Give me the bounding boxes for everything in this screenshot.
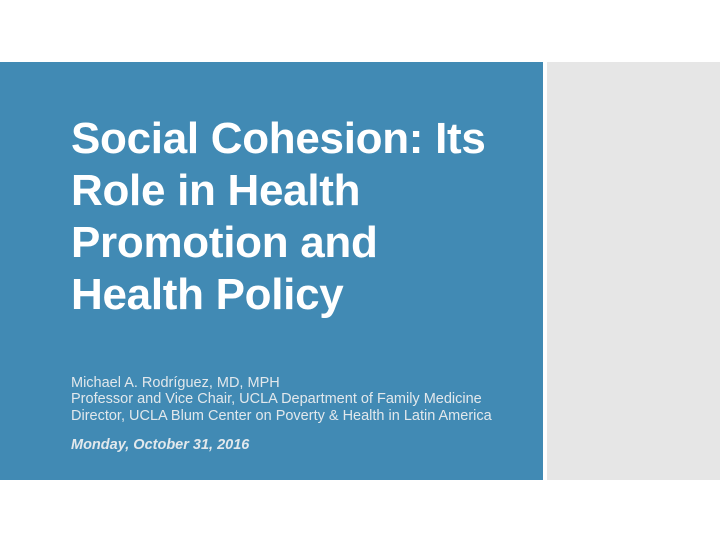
accent-panel bbox=[547, 62, 720, 480]
title-line-3: Promotion and bbox=[71, 218, 378, 267]
title-line-2: Role in Health bbox=[71, 166, 361, 215]
title-line-1: Social Cohesion: Its bbox=[71, 114, 486, 163]
title-panel: Social Cohesion: Its Role in Health Prom… bbox=[0, 62, 543, 480]
slide-title: Social Cohesion: Its Role in Health Prom… bbox=[71, 113, 521, 321]
title-line-4: Health Policy bbox=[71, 270, 344, 319]
presenter-role: Professor and Vice Chair, UCLA Departmen… bbox=[71, 391, 482, 408]
presenter-name: Michael A. Rodríguez, MD, MPH bbox=[71, 375, 280, 391]
presenter-byline: Michael A. Rodríguez, MD, MPH Professor … bbox=[71, 375, 531, 424]
presenter-affiliation: Director, UCLA Blum Center on Poverty & … bbox=[71, 407, 492, 424]
presentation-date: Monday, October 31, 2016 bbox=[71, 437, 250, 453]
